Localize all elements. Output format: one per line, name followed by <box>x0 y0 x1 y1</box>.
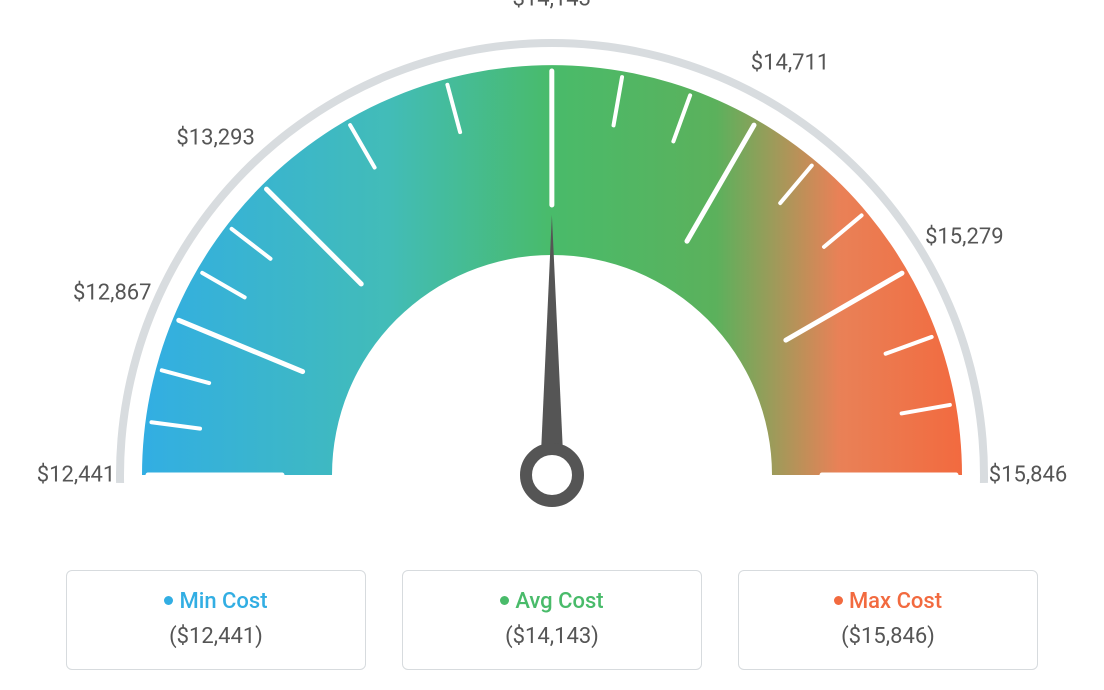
gauge-tick-label: $12,441 <box>37 463 116 488</box>
legend-box-min: Min Cost ($12,441) <box>66 570 366 670</box>
legend-value-avg: ($14,143) <box>403 624 701 649</box>
dot-icon <box>834 596 843 605</box>
legend-title-max: Max Cost <box>739 589 1037 614</box>
gauge-tick-label: $13,293 <box>176 126 255 151</box>
gauge-tick-label: $12,867 <box>73 280 152 305</box>
legend-value-min: ($12,441) <box>67 624 365 649</box>
gauge-tick-label: $15,846 <box>989 463 1068 488</box>
gauge-svg <box>0 0 1104 540</box>
cost-gauge: $12,441 $12,867 $13,293 $14,143 $14,711 $15,2… <box>0 0 1104 540</box>
legend-title-min: Min Cost <box>67 589 365 614</box>
dot-icon <box>164 596 173 605</box>
legend-box-avg: Avg Cost ($14,143) <box>402 570 702 670</box>
legend-row: Min Cost ($12,441) Avg Cost ($14,143) Ma… <box>0 570 1104 670</box>
gauge-tick-label: $15,279 <box>925 225 1004 250</box>
gauge-tick-label: $14,711 <box>751 50 830 75</box>
legend-title-avg: Avg Cost <box>403 589 701 614</box>
legend-value-max: ($15,846) <box>739 624 1037 649</box>
gauge-tick-label: $14,143 <box>513 0 592 12</box>
legend-title-text: Avg Cost <box>515 589 603 614</box>
legend-title-text: Max Cost <box>849 589 942 614</box>
legend-box-max: Max Cost ($15,846) <box>738 570 1038 670</box>
legend-title-text: Min Cost <box>179 589 267 614</box>
dot-icon <box>500 596 509 605</box>
